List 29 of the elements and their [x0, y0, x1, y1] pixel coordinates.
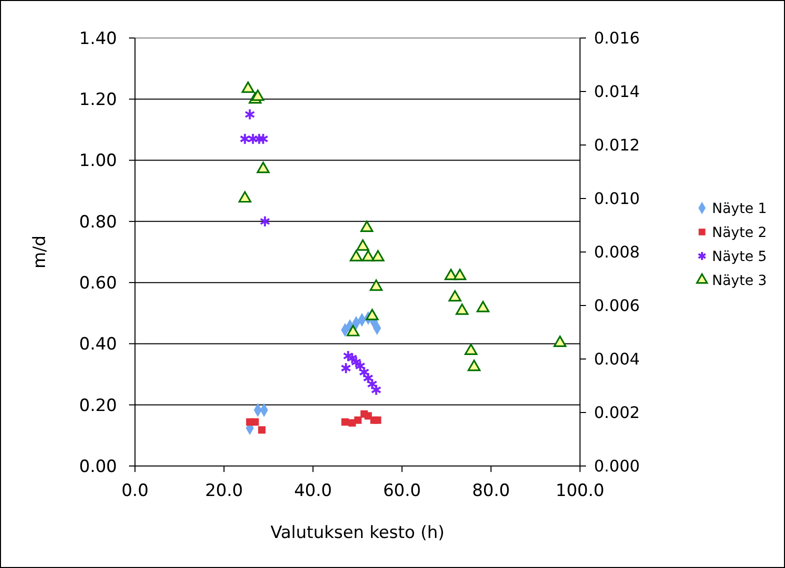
y2-tick-label: 0.006	[594, 296, 640, 316]
x-tick-label: 100.0	[556, 481, 604, 501]
y2-tick-label: 0.014	[594, 82, 640, 102]
y2-tick-label: 0.002	[594, 403, 640, 422]
y-axis-title: m/d	[30, 235, 50, 269]
y-tick-label: 0.60	[79, 274, 117, 294]
y-tick-label: 1.40	[79, 28, 117, 49]
y2-tick-label: 0.008	[594, 242, 640, 262]
y-tick-label: 1.00	[79, 151, 117, 172]
y2-tick-label: 0.004	[594, 350, 640, 369]
x-tick-label: 40.0	[294, 481, 332, 501]
y2-tick-label: 0.010	[594, 189, 640, 208]
legend-label: Näyte 2	[712, 224, 767, 241]
y-tick-label: 0.80	[79, 212, 117, 232]
y-tick-label: 1.20	[79, 90, 117, 110]
legend-label: Näyte 3	[712, 272, 767, 289]
x-tick-label: 20.0	[205, 481, 243, 501]
y2-tick-label: 0.000	[594, 456, 640, 476]
x-tick-label: 0.0	[121, 481, 149, 501]
legend-label: Näyte 5	[712, 248, 767, 265]
x-tick-label: 80.0	[472, 481, 510, 501]
y2-tick-label: 0.012	[594, 136, 640, 155]
y-tick-label: 0.40	[79, 334, 117, 355]
x-axis-title: Valutuksen kesto (h)	[270, 523, 445, 543]
x-tick-label: 60.0	[383, 481, 421, 501]
legend-label: Näyte 1	[712, 200, 767, 217]
y-tick-label: 0.00	[79, 456, 117, 477]
y2-tick-label: 0.016	[594, 28, 640, 48]
y-tick-label: 0.20	[79, 396, 117, 416]
